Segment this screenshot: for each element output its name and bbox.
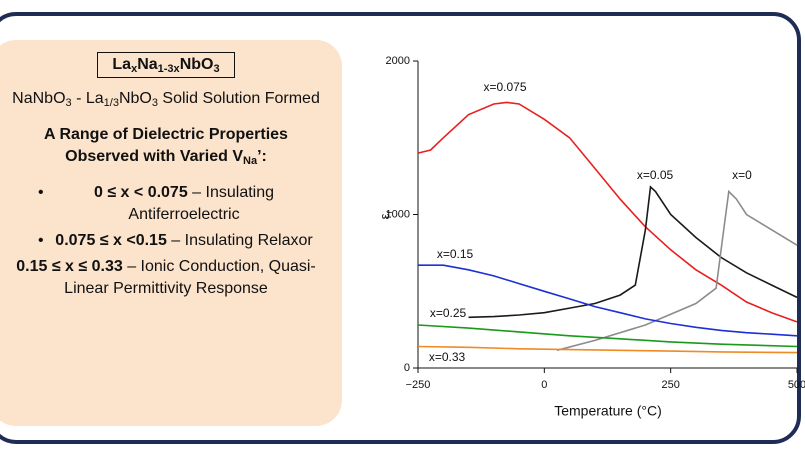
text-run: Solid Solution Formed (157, 90, 320, 107)
series-label: x=0.25 (430, 306, 467, 320)
subscript: Na (243, 155, 258, 167)
x-tick-label: 250 (661, 379, 679, 391)
formula-title: LaxNa1-3xNbO3 (97, 52, 235, 78)
text-run: NbO (179, 56, 214, 73)
y-tick-label: 1000 (386, 208, 410, 220)
text-run: A Range of Dielectric Properties Observe… (44, 126, 288, 165)
item-list: 0 ≤ x < 0.075 – Insulating Antiferroelec… (0, 182, 342, 300)
text-run: NaNbO (12, 90, 66, 107)
heading: A Range of Dielectric Properties Observe… (34, 124, 298, 168)
text-run: Na (137, 56, 158, 73)
text-run: ’: (257, 148, 267, 165)
series-line (417, 345, 798, 354)
description: – Insulating Antiferroelectric (128, 184, 275, 223)
subtitle: NaNbO3 - La1/3NbO3 Solid Solution Formed (10, 88, 322, 110)
text-run: La (112, 56, 132, 73)
series-line (417, 324, 798, 348)
range: 0.075 ≤ x <0.15 (55, 232, 167, 249)
subscript: 1/3 (103, 97, 119, 109)
subscript: x (131, 63, 138, 75)
range: 0 ≤ x < 0.075 (93, 184, 188, 201)
subscript: 3 (213, 63, 220, 75)
description: – Ionic Conduction, Quasi-Linear Permitt… (64, 258, 316, 297)
series-label: x=0 (732, 168, 752, 182)
series-label: x=0.33 (429, 350, 466, 364)
series-line (556, 189, 798, 352)
text-run: - La (71, 90, 104, 107)
y-tick-label: 2000 (386, 55, 410, 67)
y-label-main: ε (377, 213, 392, 219)
subscript: 3 (151, 97, 158, 109)
series-line (468, 185, 798, 319)
subscript: 1-3x (157, 63, 180, 75)
text-panel: LaxNa1-3xNbO3 NaNbO3 - La1/3NbO3 Solid S… (0, 40, 342, 426)
series-line (417, 101, 798, 323)
list-item: 0.15 ≤ x ≤ 0.33 – Ionic Conduction, Quas… (10, 256, 322, 300)
y-axis-label: εr (377, 211, 394, 220)
x-axis-label: Temperature (°C) (554, 403, 662, 419)
series-line (418, 264, 798, 337)
text-run: NbO (118, 90, 152, 107)
x-tick-label: 0 (541, 379, 547, 391)
series-label: x=0.05 (637, 168, 674, 182)
x-tick-label: 500 (788, 379, 805, 391)
description: – Insulating Relaxor (166, 232, 313, 249)
x-tick-label: −250 (406, 379, 431, 391)
series-label: x=0.15 (437, 247, 474, 261)
list-item: 0.075 ≤ x <0.15 – Insulating Relaxor (10, 230, 322, 252)
series-label: x=0.075 (483, 80, 526, 94)
range: 0.15 ≤ x ≤ 0.33 (16, 258, 123, 275)
y-tick-label: 0 (404, 362, 410, 374)
list-item: 0 ≤ x < 0.075 – Insulating Antiferroelec… (10, 182, 322, 226)
y-label-sub: r (384, 211, 394, 214)
subscript: 3 (65, 97, 72, 109)
slide-frame (0, 12, 801, 444)
